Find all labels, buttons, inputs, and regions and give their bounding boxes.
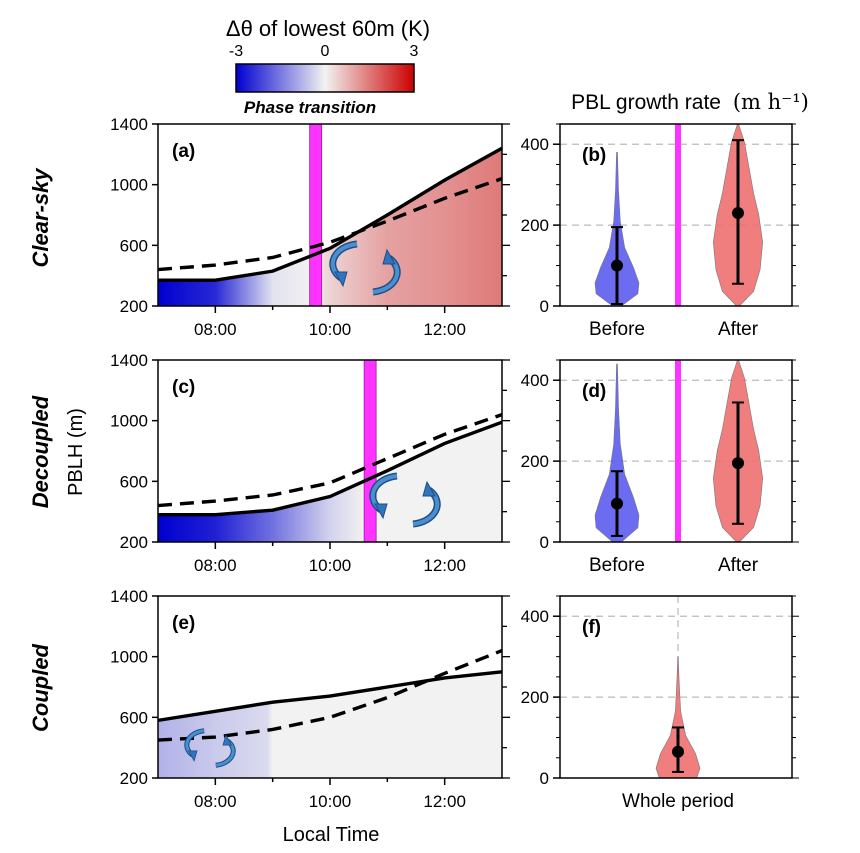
pblh-dashed-line	[157, 649, 503, 742]
y-tick-label: 1000	[110, 648, 148, 667]
y-tick-label: 400	[521, 135, 549, 154]
colorbar-tick-max: 3	[410, 43, 419, 60]
x-tick-label: 10:00	[309, 792, 352, 811]
y-tick-label: 200	[521, 688, 549, 707]
category-label: Before	[589, 555, 645, 576]
median-dot	[732, 457, 744, 470]
row-label-coupled: Coupled	[28, 643, 53, 732]
median-dot	[732, 206, 744, 219]
colorbar-title: Δθ of lowest 60m (K)	[226, 16, 430, 41]
panel-b-violin: Before After 0 200 400 (b)	[521, 123, 799, 340]
axes-frame	[559, 359, 793, 543]
panel-label: (a)	[172, 141, 195, 162]
colorbar-bar	[235, 63, 415, 93]
panel-a-time-series: 200 600 1000 1400 08:00 10:00 12:00 (a)	[110, 115, 510, 339]
y-tick-label: 1400	[110, 351, 148, 370]
category-label: After	[718, 319, 759, 340]
panel-label: (b)	[582, 145, 606, 166]
phase-transition-band	[309, 123, 323, 307]
panel-e-time-series: 200 600 1000 1400 08:00 10:00 12:00 (e)	[110, 587, 510, 811]
delta-theta-fill	[158, 671, 502, 778]
y-tick-label: 600	[120, 472, 148, 491]
y-tick-label: 0	[540, 297, 549, 316]
phase-divider	[675, 360, 681, 542]
panel-label: (e)	[172, 613, 195, 634]
pblh-solid-line	[158, 420, 503, 517]
y-tick-label: 200	[521, 452, 549, 471]
axes-frame	[559, 123, 793, 307]
pblh-dashed-line	[157, 176, 503, 272]
pblh-dashed-line	[157, 412, 503, 508]
pblh-solid-line	[158, 146, 503, 282]
x-tick-label: 12:00	[423, 792, 466, 811]
category-label: Before	[589, 319, 645, 340]
y-tick-label: 400	[521, 607, 549, 626]
y-axis-label: PBLH (m)	[65, 408, 87, 496]
x-tick-label: 10:00	[309, 320, 352, 339]
violin-whole-period	[655, 656, 701, 779]
phase-transition-band	[363, 359, 377, 543]
category-label: Whole period	[622, 791, 734, 812]
y-tick-label: 1000	[110, 412, 148, 431]
colorbar-tick-mid: 0	[321, 43, 330, 60]
rate-title-unit: (m h⁻¹)	[733, 90, 809, 114]
y-tick-label: 1400	[110, 115, 148, 134]
y-tick-label: 0	[540, 533, 549, 552]
rate-title-text: PBL growth rate	[571, 91, 721, 114]
phase-divider	[675, 124, 681, 306]
rate-title: PBL growth rate (m h⁻¹)	[571, 90, 809, 114]
panel-f-violin: Whole period 0 200 400 (f)	[521, 595, 799, 812]
x-tick-label: 12:00	[423, 320, 466, 339]
panel-label: (f)	[582, 617, 601, 638]
x-tick-label: 08:00	[194, 792, 237, 811]
axes-frame	[559, 595, 793, 779]
y-tick-label: 600	[120, 708, 148, 727]
panel-d-violin: Before After 0 200 400 (d)	[521, 359, 799, 576]
phase-transition-label: Phase transition	[244, 98, 376, 117]
y-tick-label: 200	[120, 533, 148, 552]
y-tick-label: 400	[521, 371, 549, 390]
panel-label: (d)	[582, 381, 606, 402]
row-label-clear-sky: Clear-sky	[28, 167, 53, 268]
violin-before	[594, 363, 640, 543]
median-dot	[611, 259, 623, 272]
median-dot	[672, 745, 684, 758]
x-tick-label: 10:00	[309, 556, 352, 575]
x-axis-label: Local Time	[283, 824, 380, 846]
y-tick-label: 200	[120, 769, 148, 788]
colorbar: Δθ of lowest 60m (K) -3 0 3	[226, 16, 430, 93]
y-tick-label: 1400	[110, 587, 148, 606]
x-tick-label: 12:00	[423, 556, 466, 575]
y-tick-label: 200	[120, 297, 148, 316]
y-tick-label: 0	[540, 769, 549, 788]
y-tick-label: 1000	[110, 176, 148, 195]
panel-label: (c)	[172, 377, 195, 398]
y-tick-label: 600	[120, 236, 148, 255]
x-tick-label: 08:00	[194, 320, 237, 339]
row-label-decoupled: Decoupled	[28, 395, 53, 508]
colorbar-tick-min: -3	[229, 43, 243, 60]
category-label: After	[718, 555, 759, 576]
panel-c-time-series: 200 600 1000 1400 08:00 10:00 12:00 (c)	[110, 351, 510, 575]
x-tick-label: 08:00	[194, 556, 237, 575]
pblh-solid-line	[157, 670, 503, 723]
median-dot	[611, 497, 623, 510]
y-tick-label: 200	[521, 216, 549, 235]
